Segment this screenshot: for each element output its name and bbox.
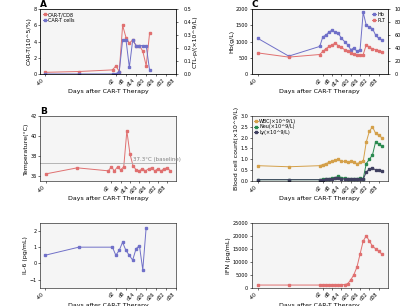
Y-axis label: Hb(g/L): Hb(g/L) xyxy=(229,30,234,53)
Legend: CAR-T/CD8, CAR-T cells: CAR-T/CD8, CAR-T cells xyxy=(42,12,75,23)
Text: A: A xyxy=(40,0,47,9)
Legend: WBC(×10^9/L), Neu(×10^9/L), Ly(×10^9/L): WBC(×10^9/L), Neu(×10^9/L), Ly(×10^9/L) xyxy=(254,118,297,136)
X-axis label: Days after CAR-T Therapy: Days after CAR-T Therapy xyxy=(279,89,360,94)
Text: B: B xyxy=(40,107,47,116)
Y-axis label: IFN (pg/mL): IFN (pg/mL) xyxy=(226,237,231,274)
X-axis label: Days after CAR-T Therapy: Days after CAR-T Therapy xyxy=(279,303,360,306)
Text: C: C xyxy=(252,0,258,9)
Y-axis label: Temperature(°C): Temperature(°C) xyxy=(24,122,29,175)
Legend: Hb, PLT: Hb, PLT xyxy=(372,12,386,23)
Y-axis label: Blood cell count(×10^9/L): Blood cell count(×10^9/L) xyxy=(234,107,239,190)
X-axis label: Days after CAR-T Therapy: Days after CAR-T Therapy xyxy=(68,303,149,306)
X-axis label: Days after CAR-T Therapy: Days after CAR-T Therapy xyxy=(68,196,149,201)
Y-axis label: CAR-T(10^5/%): CAR-T(10^5/%) xyxy=(27,18,32,65)
X-axis label: Days after CAR-T Therapy: Days after CAR-T Therapy xyxy=(68,89,149,94)
Y-axis label: IL-6 (pg/mL): IL-6 (pg/mL) xyxy=(23,236,28,274)
X-axis label: Days after CAR-T Therapy: Days after CAR-T Therapy xyxy=(279,196,360,201)
Text: 37.3°C (baseline): 37.3°C (baseline) xyxy=(133,157,181,162)
Y-axis label: CTL-p/(×10^9/L): CTL-p/(×10^9/L) xyxy=(192,15,198,68)
